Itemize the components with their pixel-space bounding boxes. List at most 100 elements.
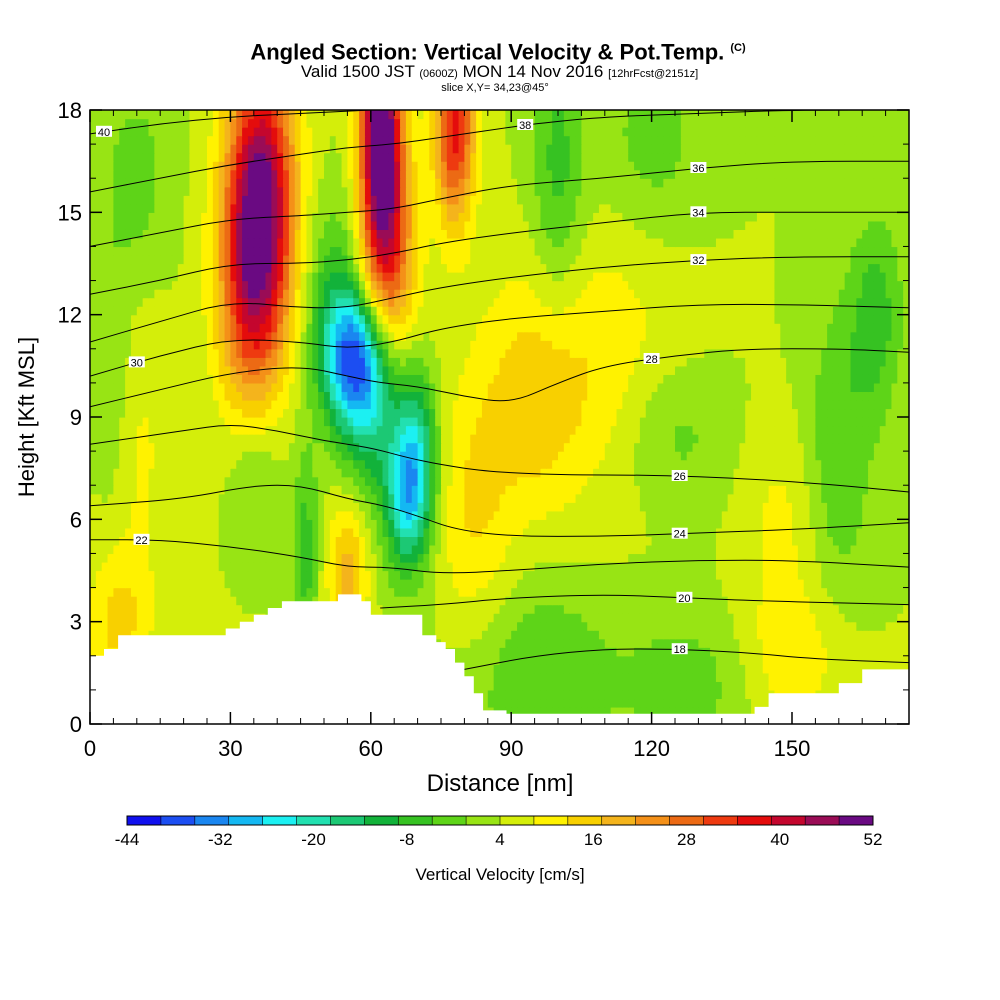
velocity-cell bbox=[634, 630, 641, 640]
velocity-cell bbox=[715, 425, 723, 435]
velocity-cell bbox=[335, 493, 343, 503]
velocity-cell bbox=[306, 570, 313, 580]
velocity-cell bbox=[832, 425, 840, 435]
velocity-cell bbox=[493, 459, 501, 469]
velocity-cell bbox=[645, 638, 653, 648]
velocity-cell bbox=[458, 570, 465, 580]
velocity-cell bbox=[593, 544, 600, 555]
velocity-cell bbox=[195, 604, 202, 614]
velocity-cell bbox=[236, 527, 243, 537]
velocity-cell bbox=[101, 485, 109, 495]
velocity-cell bbox=[628, 579, 635, 589]
velocity-cell bbox=[201, 544, 208, 555]
velocity-cell bbox=[177, 561, 185, 572]
velocity-cell bbox=[242, 587, 249, 597]
velocity-cell bbox=[101, 476, 109, 486]
velocity-cell bbox=[201, 519, 208, 529]
velocity-cell bbox=[540, 544, 547, 555]
velocity-cell bbox=[353, 417, 360, 427]
velocity-cell bbox=[868, 664, 875, 674]
velocity-cell bbox=[604, 527, 612, 537]
velocity-cell bbox=[856, 664, 863, 674]
velocity-cell bbox=[903, 536, 909, 546]
velocity-cell bbox=[277, 459, 284, 469]
velocity-cell bbox=[148, 425, 155, 435]
velocity-cell bbox=[247, 527, 255, 537]
velocity-cell bbox=[751, 689, 758, 700]
velocity-cell bbox=[651, 579, 659, 589]
velocity-cell bbox=[452, 493, 460, 503]
velocity-cell bbox=[675, 553, 682, 563]
velocity-cell bbox=[534, 621, 542, 631]
velocity-cell bbox=[388, 485, 395, 495]
velocity-cell bbox=[593, 536, 600, 546]
velocity-cell bbox=[821, 655, 828, 665]
velocity-cell bbox=[136, 417, 144, 427]
velocity-cell bbox=[101, 621, 109, 631]
velocity-cell bbox=[739, 621, 746, 631]
velocity-cell bbox=[645, 596, 653, 606]
velocity-cell bbox=[441, 553, 448, 563]
velocity-cell bbox=[405, 476, 413, 486]
velocity-cell bbox=[171, 451, 179, 461]
velocity-cell bbox=[622, 672, 629, 682]
velocity-cell bbox=[739, 698, 746, 708]
velocity-cell bbox=[171, 544, 179, 555]
velocity-cell bbox=[558, 510, 565, 520]
velocity-cell bbox=[873, 630, 881, 640]
velocity-cell bbox=[587, 689, 594, 700]
velocity-cell bbox=[259, 476, 267, 486]
velocity-cell bbox=[470, 613, 477, 623]
velocity-cell bbox=[212, 596, 220, 606]
velocity-cell bbox=[95, 638, 103, 648]
velocity-cell bbox=[663, 630, 670, 640]
velocity-cell bbox=[107, 425, 114, 435]
velocity-cell bbox=[177, 442, 185, 452]
velocity-cell bbox=[429, 476, 436, 486]
velocity-cell bbox=[253, 425, 261, 435]
velocity-cell bbox=[189, 434, 196, 444]
velocity-cell bbox=[353, 502, 360, 512]
velocity-cell bbox=[435, 442, 442, 452]
velocity-cell bbox=[657, 476, 664, 486]
velocity-cell bbox=[891, 502, 898, 512]
velocity-cell bbox=[792, 587, 799, 597]
velocity-cell bbox=[657, 553, 664, 563]
velocity-cell bbox=[119, 596, 126, 606]
velocity-cell bbox=[569, 621, 577, 631]
velocity-cell bbox=[130, 485, 138, 495]
velocity-cell bbox=[400, 425, 407, 435]
velocity-cell bbox=[324, 451, 331, 461]
velocity-cell bbox=[850, 476, 857, 486]
velocity-cell bbox=[359, 502, 366, 512]
velocity-cell bbox=[505, 681, 512, 691]
velocity-cell bbox=[809, 630, 816, 640]
velocity-cell bbox=[511, 493, 518, 503]
velocity-cell bbox=[733, 536, 740, 546]
velocity-cell bbox=[493, 425, 501, 435]
velocity-cell bbox=[540, 434, 547, 444]
velocity-cell bbox=[809, 527, 816, 537]
velocity-cell bbox=[148, 527, 155, 537]
velocity-cell bbox=[517, 485, 524, 495]
velocity-cell bbox=[815, 519, 822, 529]
velocity-cell bbox=[183, 527, 191, 537]
velocity-cell bbox=[247, 451, 255, 461]
velocity-cell bbox=[294, 451, 302, 461]
velocity-cell bbox=[435, 570, 442, 580]
velocity-cell bbox=[780, 553, 787, 563]
velocity-cell bbox=[90, 638, 97, 648]
velocity-cell bbox=[751, 587, 758, 597]
velocity-cell bbox=[505, 417, 512, 427]
velocity-cell bbox=[710, 502, 717, 512]
velocity-cell bbox=[166, 451, 173, 461]
velocity-cell bbox=[879, 451, 887, 461]
velocity-cell bbox=[540, 561, 547, 572]
velocity-cell bbox=[832, 434, 840, 444]
velocity-cell bbox=[827, 451, 834, 461]
velocity-cell bbox=[370, 468, 378, 478]
velocity-cell bbox=[733, 638, 740, 648]
velocity-cell bbox=[879, 493, 887, 503]
velocity-cell bbox=[458, 485, 465, 495]
velocity-cell bbox=[423, 519, 430, 529]
